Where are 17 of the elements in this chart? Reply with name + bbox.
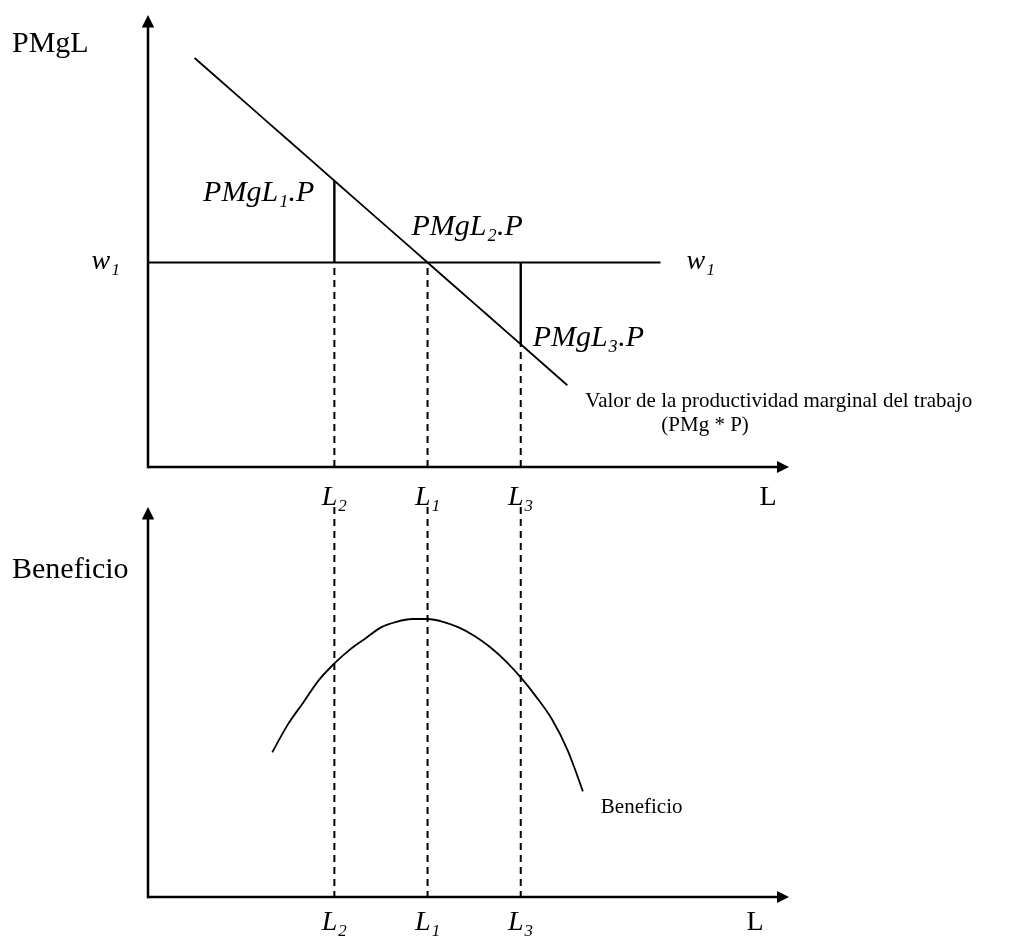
- series-label: w₁: [686, 243, 715, 275]
- y-axis-title: Beneficio: [12, 551, 129, 584]
- annotation: PMgL₂.P: [410, 207, 523, 241]
- text: w₁: [91, 243, 120, 275]
- x-tick-label: L₃: [507, 480, 534, 511]
- x-tick-label: L₁: [413, 480, 441, 511]
- x-tick-label: L₁: [413, 905, 441, 936]
- x-tick-label: L₂: [320, 905, 348, 936]
- x-tick-label: L₃: [507, 905, 534, 936]
- series-label: Valor de la productividad marginal del trabajo (PMg * P): [585, 388, 973, 437]
- y-axis-title: PMgL: [12, 25, 89, 58]
- x-axis-title: L: [759, 480, 777, 511]
- annotation: PMgL₃.P: [531, 319, 644, 353]
- annotation: PMgL₁.P: [202, 173, 315, 207]
- series-label: Beneficio: [600, 794, 683, 819]
- x-tick-label: L₂: [320, 480, 348, 511]
- x-axis-title: L: [746, 905, 764, 936]
